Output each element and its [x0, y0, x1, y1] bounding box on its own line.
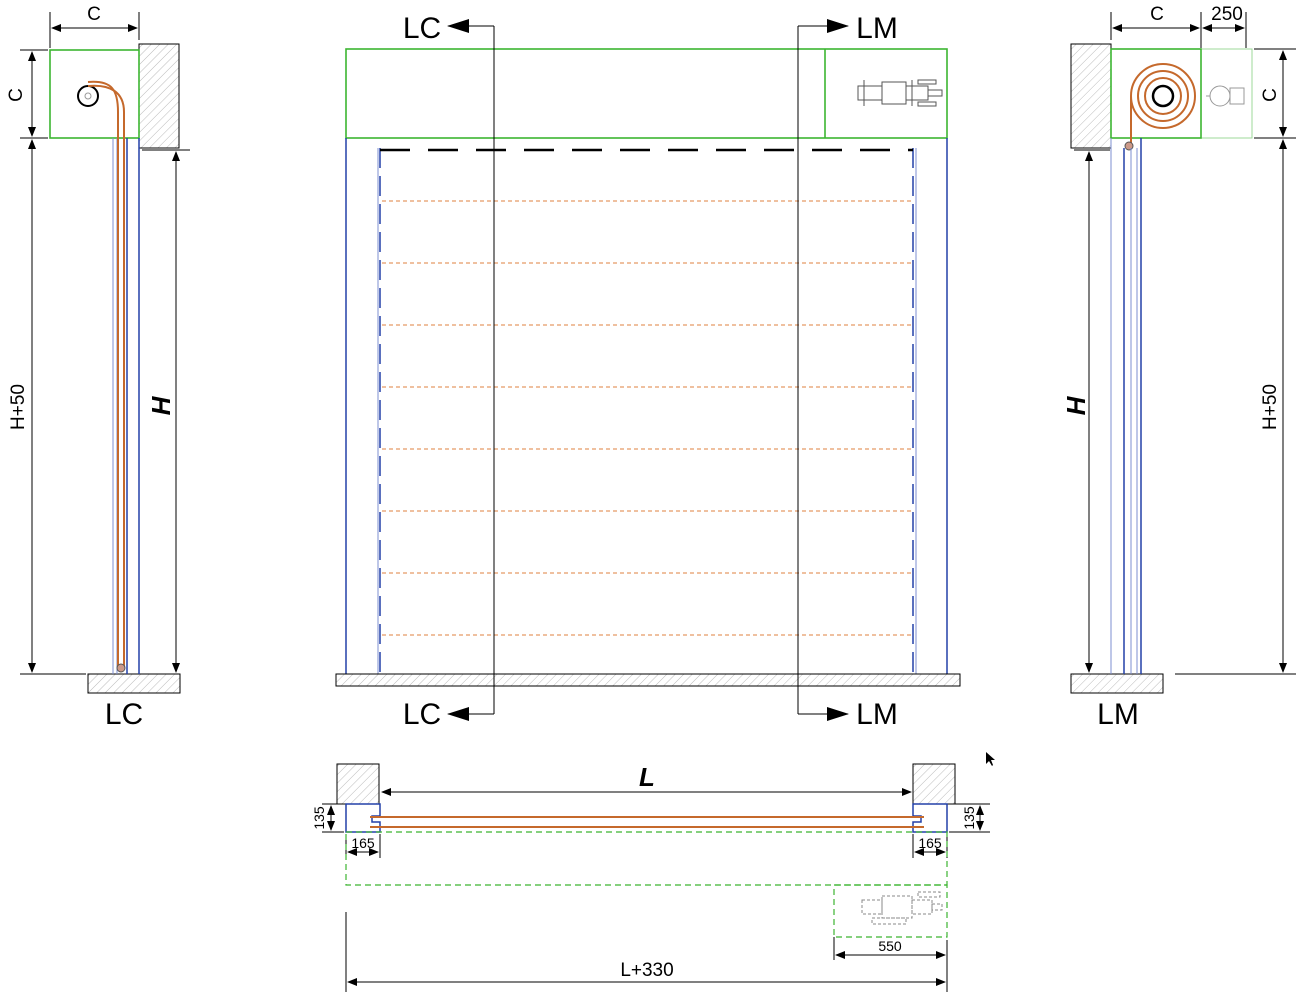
plan-view: L 135 135 165 165: [311, 762, 990, 992]
roller-drum: [77, 85, 99, 107]
right-side-view: C 250 C H+50 H LM: [1061, 4, 1296, 731]
dim-c-right-label: C: [1150, 4, 1164, 25]
dim-h-right-label: H: [1061, 395, 1091, 415]
left-side-view: C C H+50 H LC: [6, 4, 190, 731]
dim-165-left-label: 165: [351, 835, 375, 851]
cursor-icon: [986, 752, 995, 766]
dim-h50-right-label: H+50: [1260, 384, 1281, 430]
section-lc-label: LC: [105, 698, 143, 731]
dim-h-label: H: [146, 395, 176, 415]
dim-h50-label: H+50: [8, 384, 29, 430]
section-lm-label: LM: [1097, 698, 1139, 731]
dim-135-left-label: 135: [311, 806, 327, 830]
section-lm-top-label: LM: [856, 12, 898, 45]
section-lc-top-label: LC: [403, 12, 441, 45]
roller-housing: [49, 49, 140, 139]
dim-l330-label: L+330: [620, 960, 673, 981]
dim-165-right-label: 165: [918, 835, 942, 851]
section-lm-bottom-label: LM: [856, 698, 898, 731]
dim-250-label: 250: [1211, 4, 1243, 25]
front-housing: [345, 48, 948, 139]
dim-c-label: C: [87, 4, 101, 25]
motor-icon: [857, 79, 943, 107]
floor-block: [87, 673, 181, 694]
motor-icon: [1206, 85, 1245, 107]
motor-icon: [861, 891, 943, 925]
dim-l-label: L: [639, 762, 655, 792]
wall-block: [138, 43, 180, 149]
dim-550-label: 550: [878, 938, 902, 954]
dim-c-vertical-label: C: [6, 88, 27, 102]
dim-135-right-label: 135: [961, 806, 977, 830]
front-view: LC LC LM LM: [335, 12, 961, 731]
dim-c-right-vertical-label: C: [1260, 88, 1281, 102]
section-lc-bottom-label: LC: [403, 698, 441, 731]
